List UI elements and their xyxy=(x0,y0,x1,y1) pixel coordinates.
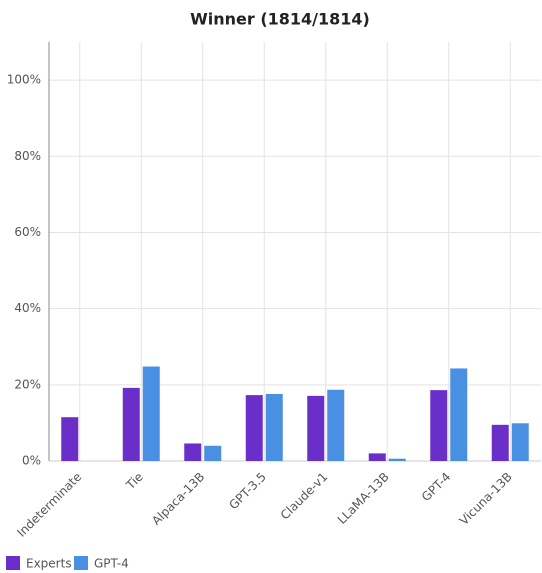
bar xyxy=(245,395,263,461)
x-tick-label: GPT-4 xyxy=(419,470,453,504)
bar xyxy=(122,387,140,461)
y-tick-label: 60% xyxy=(14,225,41,239)
y-tick-label: 0% xyxy=(22,454,41,468)
bar xyxy=(265,393,283,461)
bar xyxy=(388,458,406,461)
bar xyxy=(142,366,160,461)
bar xyxy=(450,368,468,461)
bar xyxy=(184,443,202,461)
chart-title: Winner (1814/1814) xyxy=(190,10,370,29)
x-tick-label: Tie xyxy=(123,470,146,493)
x-tick-label: Indeterminate xyxy=(14,470,84,540)
x-tick-label: LLaMA-13B xyxy=(335,470,392,527)
y-tick-label: 40% xyxy=(14,301,41,315)
legend-label: Experts xyxy=(26,557,72,571)
y-tick-label: 100% xyxy=(7,73,41,87)
bar xyxy=(307,395,325,461)
legend-swatch xyxy=(6,556,20,570)
legend-swatch xyxy=(74,556,88,570)
x-tick-label: Claude-v1 xyxy=(278,470,331,523)
y-tick-label: 80% xyxy=(14,149,41,163)
x-tick-label: Alpaca-13B xyxy=(149,470,207,528)
y-tick-label: 20% xyxy=(14,377,41,391)
x-tick-label: Vicuna-13B xyxy=(457,470,515,528)
bar xyxy=(430,390,448,461)
bar xyxy=(61,417,79,461)
bar xyxy=(204,445,222,461)
legend-label: GPT-4 xyxy=(94,557,129,571)
x-tick-label: GPT-3.5 xyxy=(226,470,269,513)
bar xyxy=(511,423,529,461)
bar xyxy=(368,453,386,461)
bar xyxy=(491,424,509,461)
bar xyxy=(327,389,345,461)
